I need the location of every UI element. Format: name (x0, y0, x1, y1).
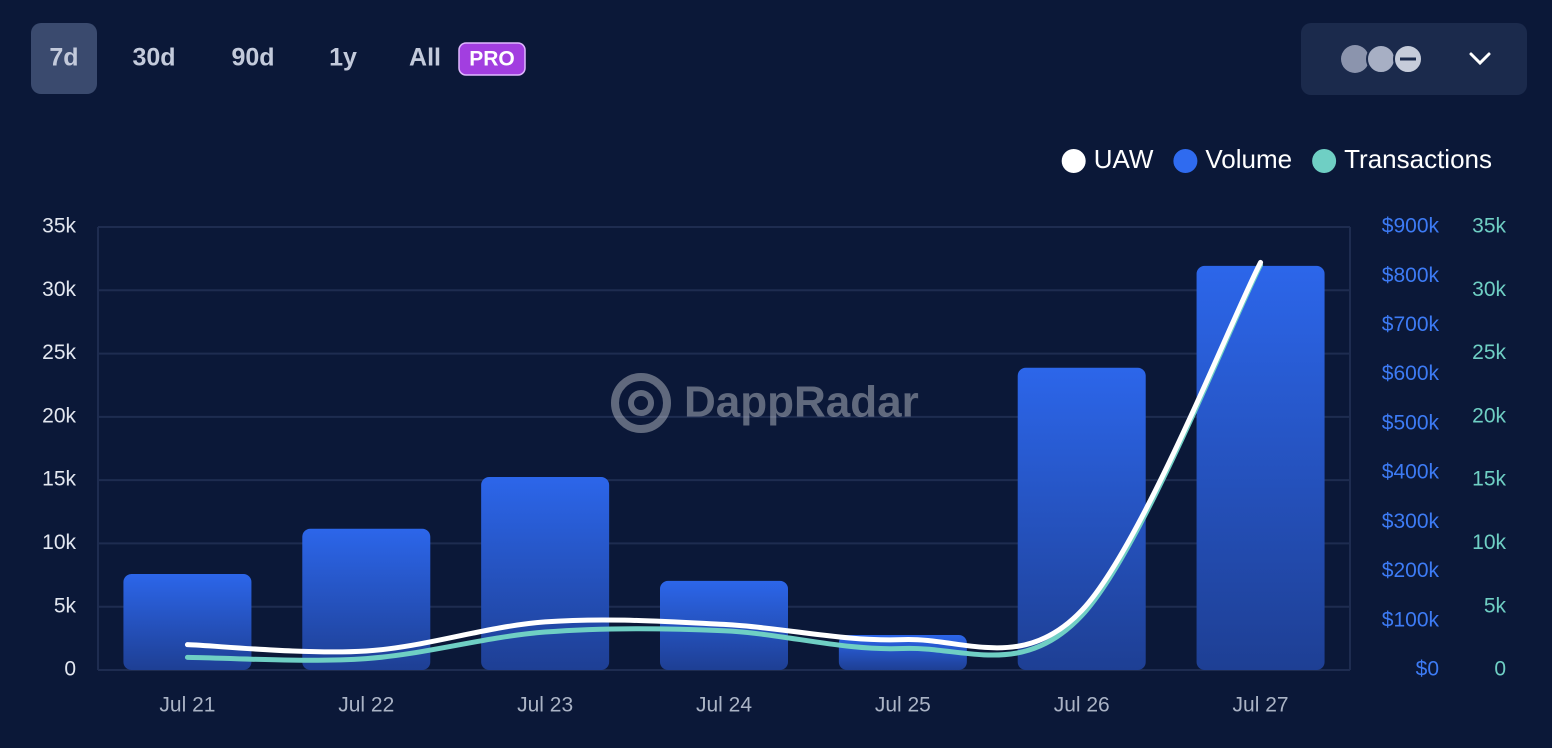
y-tick-label: 20k (42, 404, 76, 427)
y-tick-label: 30k (42, 278, 76, 301)
chain-icon (1366, 44, 1396, 74)
legend-swatch (1061, 149, 1086, 173)
tab[interactable]: 7d (49, 44, 78, 72)
y-tick-label: 5k (54, 594, 77, 617)
y2-tick-label: $0 (1416, 658, 1439, 681)
legend-swatch (1173, 149, 1198, 173)
bar (1196, 265, 1325, 670)
line (184, 259, 1264, 655)
y-tick-label: 0 (64, 658, 76, 681)
y-tick-label: 25k (42, 341, 76, 364)
pro-badge: PRO (469, 48, 515, 71)
x-tick-label: Jul 21 (159, 694, 215, 717)
x-tick-label: Jul 27 (1233, 694, 1289, 717)
tab[interactable]: 1y (329, 44, 357, 72)
y3-tick-label: 15k (1472, 468, 1506, 491)
y2-tick-label: $200k (1382, 559, 1440, 582)
y2-tick-label: $400k (1382, 461, 1440, 484)
legend-label: UAW (1094, 144, 1154, 174)
x-tick-label: Jul 25 (875, 694, 931, 717)
watermark: DappRadar (611, 373, 919, 433)
x-tick-label: Jul 23 (517, 694, 573, 717)
tab[interactable]: 30d (132, 44, 175, 72)
y-tick-label: 35k (42, 215, 76, 238)
chain-icon (1341, 45, 1369, 73)
bar (481, 477, 610, 670)
y2-tick-label: $900k (1382, 215, 1440, 238)
legend-label: Transactions (1344, 144, 1492, 174)
y3-tick-label: 30k (1472, 278, 1506, 301)
x-tick-label: Jul 22 (338, 694, 394, 717)
bar (1017, 367, 1146, 670)
legend-swatch (1312, 149, 1337, 173)
x-tick-label: Jul 24 (696, 694, 752, 717)
chevron (1469, 52, 1491, 66)
tab[interactable]: All (409, 44, 441, 72)
y3-tick-label: 0 (1494, 658, 1506, 681)
bar (302, 528, 431, 670)
y2-tick-label: $600k (1382, 362, 1440, 385)
y2-tick-label: $300k (1382, 510, 1440, 533)
y-tick-label: 15k (42, 468, 76, 491)
tab-selected-bg (31, 23, 97, 94)
y3-tick-label: 10k (1472, 531, 1506, 554)
y3-tick-label: 5k (1484, 594, 1507, 617)
y3-tick-label: 35k (1472, 215, 1506, 238)
tab[interactable]: 90d (231, 44, 274, 72)
y-tick-label: 10k (42, 531, 76, 554)
pro-badge-bg (458, 42, 526, 76)
y3-tick-label: 25k (1472, 341, 1506, 364)
y2-tick-label: $800k (1382, 264, 1440, 287)
x-tick-label: Jul 26 (1054, 694, 1110, 717)
watermark-text: DappRadar (684, 378, 919, 427)
y3-tick-label: 20k (1472, 404, 1506, 427)
y2-tick-label: $700k (1382, 313, 1440, 336)
legend-label: Volume (1205, 144, 1292, 174)
y2-tick-label: $100k (1382, 608, 1440, 631)
y2-tick-label: $500k (1382, 411, 1440, 434)
